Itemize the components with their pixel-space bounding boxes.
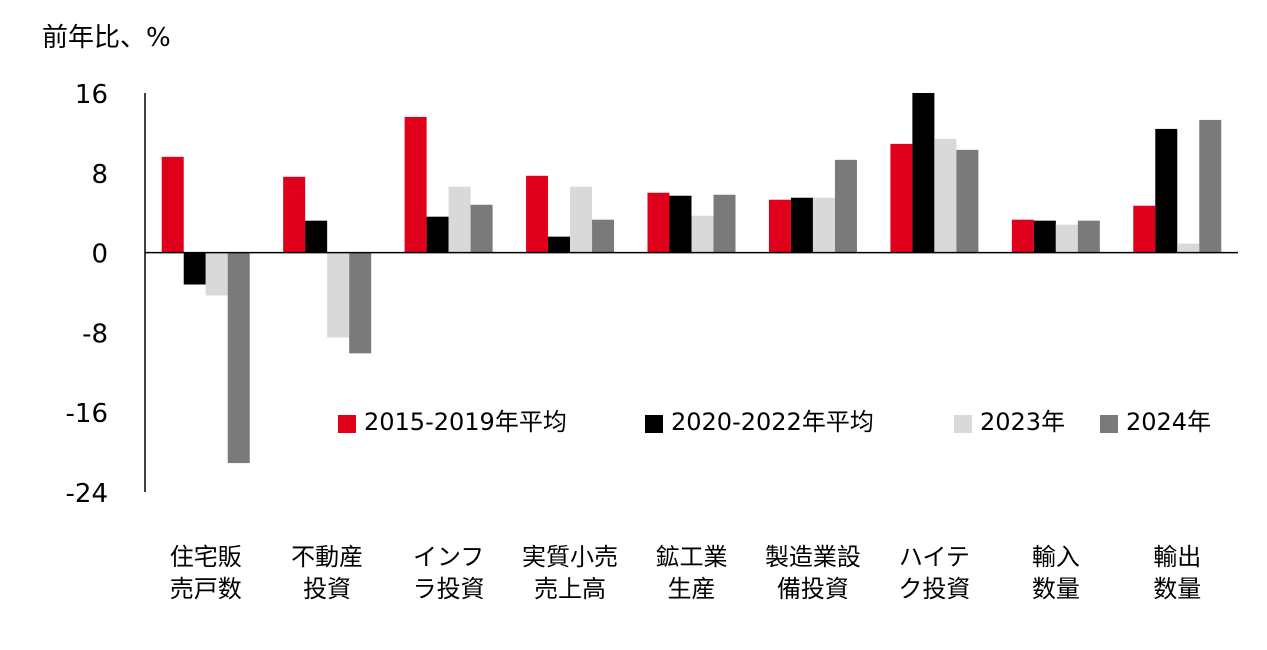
- bar: [448, 186, 471, 253]
- bar: [1011, 219, 1034, 253]
- bar: [205, 252, 228, 296]
- category-label: 輸入: [1032, 543, 1080, 571]
- bar: [1133, 205, 1156, 253]
- legend-swatch: [1100, 415, 1118, 433]
- bar: [934, 138, 957, 253]
- bar: [1199, 119, 1222, 253]
- bar: [227, 252, 250, 464]
- category-label: 実質小売: [522, 543, 618, 571]
- legend: 2015-2019年平均 2020-2022年平均 2023年 2024年: [338, 408, 1211, 436]
- bar: [834, 159, 857, 253]
- bar: [956, 149, 979, 253]
- bar: [327, 252, 350, 338]
- bar: [812, 197, 835, 253]
- bar: [349, 252, 372, 354]
- category-label: ハイテ: [899, 543, 970, 571]
- category-label: 生産: [668, 575, 716, 603]
- bar: [592, 219, 615, 253]
- category-label: 製造業設: [765, 543, 861, 571]
- legend-swatch: [338, 415, 356, 433]
- category-label: 備投資: [777, 575, 849, 603]
- bar: [1033, 220, 1056, 253]
- bar: [890, 143, 913, 253]
- y-axis-ticks: 16 8 0 -8 -16 -24: [66, 80, 108, 509]
- bar: [526, 175, 549, 253]
- bar: [283, 176, 306, 253]
- bar: [912, 93, 935, 253]
- bar: [1155, 128, 1178, 253]
- bar: [790, 197, 813, 253]
- bar: [570, 186, 593, 253]
- bar: [691, 215, 714, 253]
- category-label: 数量: [1153, 575, 1201, 603]
- category-label: 鉱工業: [656, 543, 728, 571]
- bar: [470, 204, 493, 253]
- bar: [1055, 224, 1078, 253]
- bar: [1177, 243, 1200, 253]
- category-label: 売上高: [534, 575, 606, 603]
- bar: [548, 236, 571, 253]
- bar: [713, 194, 736, 253]
- y-tick-label: 16: [75, 80, 108, 110]
- legend-swatch: [954, 415, 972, 433]
- bar: [161, 156, 184, 253]
- bar: [768, 199, 791, 253]
- bar: [1077, 220, 1100, 253]
- category-label: ラ投資: [413, 575, 485, 603]
- bar: [647, 192, 670, 253]
- category-label: ク投資: [898, 575, 970, 603]
- legend-label: 2024年: [1126, 408, 1211, 436]
- y-tick-label: -8: [82, 319, 108, 349]
- y-tick-label: 0: [91, 240, 108, 270]
- y-tick-label: -16: [66, 399, 108, 429]
- bar: [669, 195, 692, 253]
- y-axis-label: 前年比、%: [42, 23, 171, 53]
- category-label: 数量: [1032, 575, 1080, 603]
- bar: [426, 216, 449, 253]
- bar: [183, 252, 206, 285]
- legend-label: 2020-2022年平均: [671, 408, 874, 436]
- bars: [161, 93, 1222, 464]
- category-label: 住宅販: [170, 543, 242, 571]
- category-label: インフ: [413, 543, 484, 571]
- category-label: 投資: [303, 575, 351, 603]
- category-label: 輸出: [1153, 543, 1201, 571]
- category-label: 不動産: [291, 543, 363, 571]
- y-tick-label: -24: [66, 479, 108, 509]
- legend-swatch: [645, 415, 663, 433]
- legend-label: 2015-2019年平均: [364, 408, 567, 436]
- category-label: 売戸数: [170, 575, 242, 603]
- bar: [404, 116, 427, 253]
- bar: [305, 220, 328, 253]
- y-tick-label: 8: [91, 160, 108, 190]
- legend-label: 2023年: [980, 408, 1065, 436]
